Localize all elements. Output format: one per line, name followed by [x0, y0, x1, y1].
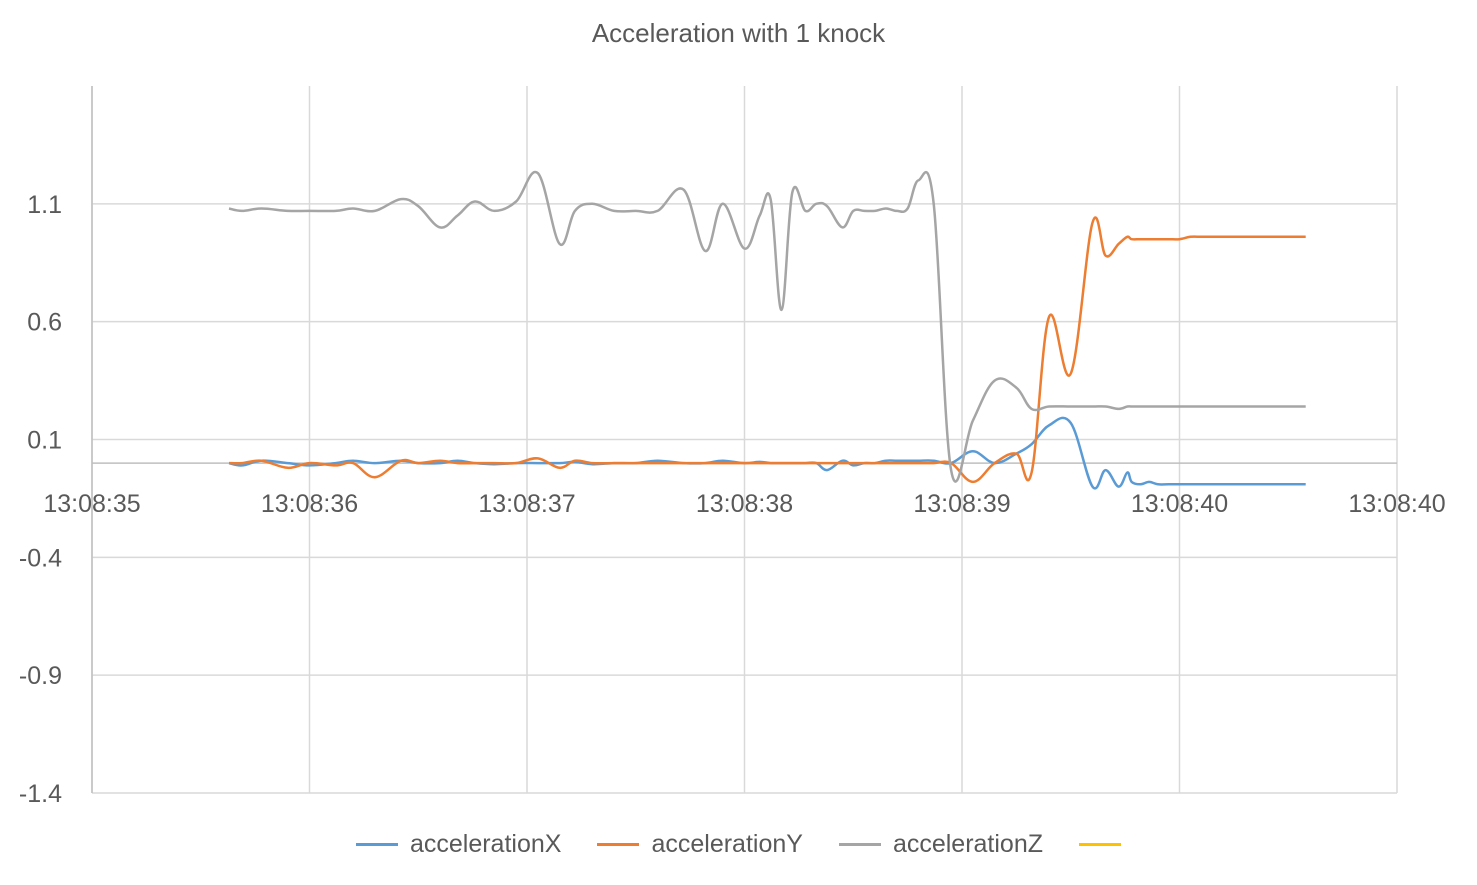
x-tick-label: 13:08:39 — [913, 490, 1010, 518]
legend-swatch — [355, 843, 398, 846]
series-line-accelerationY — [228, 216, 1306, 484]
y-tick-label: 1.1 — [27, 191, 62, 219]
x-tick-label: 13:08:37 — [478, 490, 575, 518]
chart-title: Acceleration with 1 knock — [591, 18, 886, 48]
x-tick-label: 13:08:40 — [1131, 490, 1228, 518]
y-tick-label: -0.4 — [19, 544, 62, 572]
y-tick-label: -0.9 — [19, 662, 62, 690]
legend-label: accelerationY — [651, 830, 803, 858]
series-line-accelerationX — [228, 416, 1306, 490]
y-tick-label: -1.4 — [19, 780, 62, 808]
x-tick-label: 13:08:38 — [696, 490, 793, 518]
legend-item: accelerationX — [355, 830, 562, 859]
legend-swatch — [838, 843, 881, 846]
x-tick-label: 13:08:40 — [1348, 490, 1445, 518]
legend-swatch — [1079, 843, 1122, 846]
x-tick-label: 13:08:36 — [261, 490, 358, 518]
legend-label: accelerationZ — [892, 830, 1044, 858]
legend-label: accelerationX — [409, 830, 562, 858]
legend-item — [1079, 843, 1122, 846]
series-line-accelerationZ — [228, 170, 1306, 483]
y-tick-label: 0.6 — [27, 309, 62, 337]
y-tick-label: 0.1 — [27, 427, 62, 455]
x-tick-label: 13:08:35 — [43, 490, 140, 518]
legend-swatch — [597, 843, 640, 846]
chart-legend: accelerationX accelerationY accelerationZ — [0, 830, 1477, 859]
legend-item: accelerationY — [597, 830, 803, 859]
legend-item: accelerationZ — [838, 830, 1044, 859]
